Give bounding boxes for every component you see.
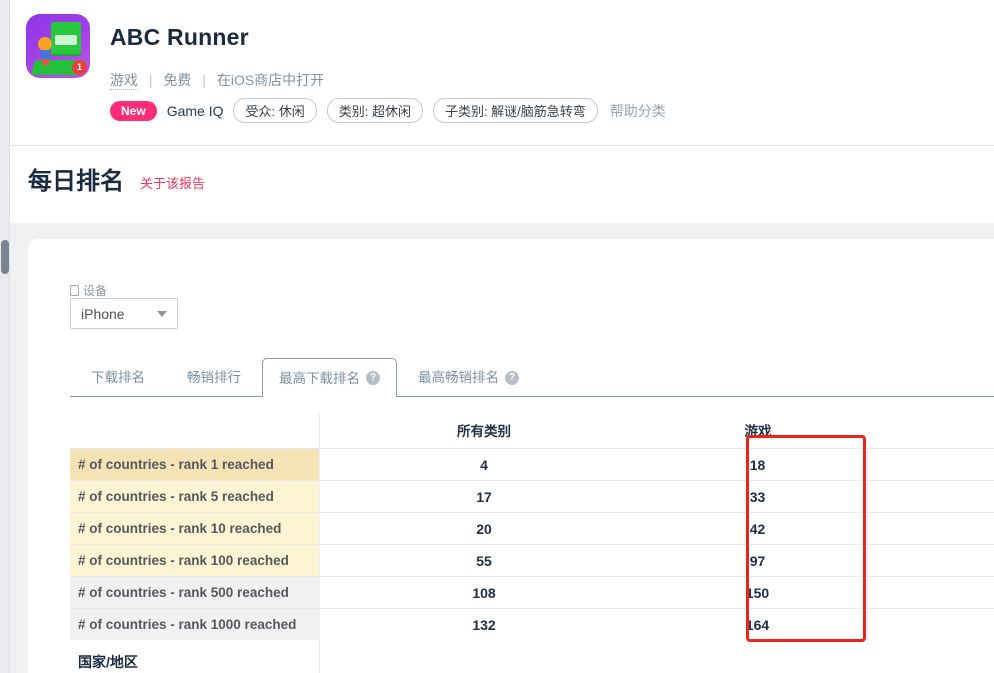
daily-rank-card: 设备 iPhone 下载排名 畅销排行 最高下载排名 ? 最高畅销排名 ? 所有… bbox=[28, 239, 994, 673]
row-label: # of countries - rank 100 reached bbox=[70, 545, 320, 576]
app-icon-character-legs bbox=[42, 59, 49, 65]
table-row: # of countries - rank 5 reached 17 33 bbox=[70, 480, 994, 512]
open-in-ios-store-link[interactable]: 在iOS商店中打开 bbox=[216, 72, 325, 88]
table-row: # of countries - rank 10 reached 20 42 bbox=[70, 512, 994, 544]
device-label-text: 设备 bbox=[83, 284, 108, 298]
table-row: # of countries - rank 100 reached 55 97 bbox=[70, 544, 994, 576]
meta-separator: | bbox=[202, 72, 206, 88]
left-scrollbar-thumb[interactable] bbox=[1, 240, 9, 274]
all-categories-value: 17 bbox=[476, 488, 492, 505]
row-label: # of countries - rank 1000 reached bbox=[70, 609, 320, 640]
all-categories-value: 108 bbox=[472, 584, 496, 601]
all-categories-value: 55 bbox=[476, 552, 492, 569]
tab-grossing-rank[interactable]: 畅销排行 bbox=[187, 370, 241, 385]
app-icon-billboard bbox=[51, 22, 81, 54]
help-classify-link[interactable]: 帮助分类 bbox=[609, 102, 666, 119]
page-title: 每日排名 bbox=[28, 168, 124, 195]
games-value: 42 bbox=[648, 513, 868, 544]
row-label: # of countries - rank 1 reached bbox=[70, 449, 320, 480]
app-title: ABC Runner bbox=[110, 24, 249, 50]
app-header: 1 ABC Runner 游戏 | 免费 | 在iOS商店中打开 New Gam… bbox=[10, 0, 994, 146]
game-iq-label: Game IQ bbox=[166, 102, 224, 119]
left-scrollbar-track[interactable] bbox=[0, 0, 10, 673]
app-icon-character-head bbox=[38, 37, 52, 51]
chevron-down-icon bbox=[157, 310, 167, 317]
table-row: # of countries - rank 1 reached 4 18 bbox=[70, 448, 994, 480]
category-tag-pill[interactable]: 类别: 超休闲 bbox=[326, 98, 423, 123]
app-price-label: 免费 bbox=[163, 72, 192, 88]
tab-best-grossing-rank-label: 最高畅销排名 bbox=[418, 370, 499, 385]
row-label: # of countries - rank 500 reached bbox=[70, 577, 320, 608]
app-category-label[interactable]: 游戏 bbox=[110, 72, 138, 90]
all-categories-value: 20 bbox=[476, 520, 492, 537]
table-header-row: 所有类别 游戏 bbox=[70, 412, 994, 448]
countries-rank-table: 所有类别 游戏 # of countries - rank 1 reached … bbox=[70, 412, 994, 673]
table-header-empty bbox=[70, 412, 320, 448]
tab-download-rank[interactable]: 下载排名 bbox=[91, 370, 145, 385]
games-value: 97 bbox=[648, 545, 868, 576]
tab-best-grossing-rank[interactable]: 最高畅销排名 ? bbox=[397, 359, 540, 396]
device-select-value: iPhone bbox=[81, 305, 125, 322]
app-icon: 1 bbox=[26, 14, 90, 78]
app-meta-line: 游戏 | 免费 | 在iOS商店中打开 bbox=[110, 70, 324, 90]
games-value: 33 bbox=[648, 481, 868, 512]
tab-best-download-rank[interactable]: 最高下载排名 ? bbox=[262, 358, 397, 397]
column-header-all-categories: 所有类别 bbox=[457, 424, 511, 439]
country-region-header: 国家/地区 bbox=[70, 640, 320, 673]
row-label: # of countries - rank 5 reached bbox=[70, 481, 320, 512]
tab-best-download-rank-label: 最高下载排名 bbox=[279, 370, 360, 386]
country-section-row: 国家/地区 bbox=[70, 640, 994, 673]
section-title-band: 每日排名 关于该报告 bbox=[10, 147, 994, 223]
device-select[interactable]: iPhone bbox=[70, 298, 178, 329]
table-row: # of countries - rank 1000 reached 132 1… bbox=[70, 608, 994, 640]
app-icon-character-body bbox=[41, 50, 50, 60]
subcategory-tag-pill[interactable]: 子类别: 解谜/脑筋急转弯 bbox=[432, 98, 598, 123]
app-icon-badge: 1 bbox=[72, 60, 87, 75]
games-value: 164 bbox=[648, 609, 868, 640]
about-report-link[interactable]: 关于该报告 bbox=[140, 176, 206, 191]
meta-separator: | bbox=[148, 72, 153, 88]
help-icon[interactable]: ? bbox=[505, 370, 519, 385]
device-filter-label: 设备 bbox=[70, 282, 107, 299]
audience-tag-pill[interactable]: 受众: 休闲 bbox=[233, 98, 317, 123]
column-header-games: 游戏 bbox=[744, 424, 772, 439]
games-value: 18 bbox=[648, 449, 868, 480]
new-badge: New bbox=[110, 100, 157, 121]
table-row: # of countries - rank 500 reached 108 15… bbox=[70, 576, 994, 608]
app-icon-screen bbox=[55, 35, 77, 45]
all-categories-value: 4 bbox=[480, 456, 488, 473]
rank-tabs: 下载排名 畅销排行 最高下载排名 ? 最高畅销排名 ? bbox=[70, 358, 994, 397]
tag-row: New Game IQ 受众: 休闲 类别: 超休闲 子类别: 解谜/脑筋急转弯… bbox=[110, 98, 666, 123]
all-categories-value: 132 bbox=[472, 616, 496, 633]
device-icon bbox=[70, 285, 79, 296]
games-value: 150 bbox=[648, 577, 868, 608]
row-label: # of countries - rank 10 reached bbox=[70, 513, 320, 544]
help-icon[interactable]: ? bbox=[366, 371, 380, 385]
